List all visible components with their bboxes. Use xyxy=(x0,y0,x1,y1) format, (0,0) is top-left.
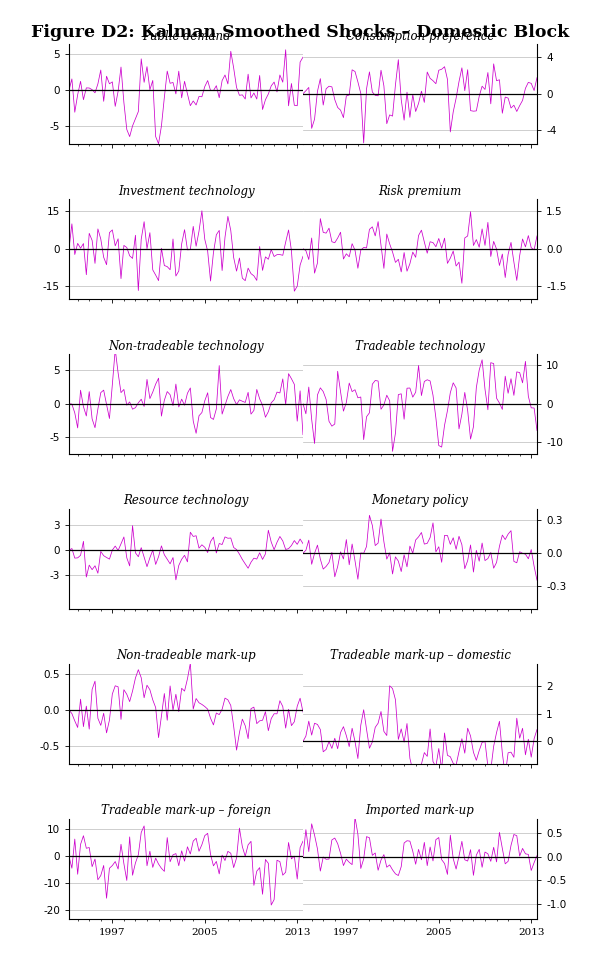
Title: Monetary policy: Monetary policy xyxy=(371,495,469,507)
Title: Imported mark-up: Imported mark-up xyxy=(365,805,475,817)
Title: Consumption preference: Consumption preference xyxy=(346,29,494,43)
Title: Risk premium: Risk premium xyxy=(379,185,461,197)
Title: Non-tradeable technology: Non-tradeable technology xyxy=(108,339,264,353)
Title: Tradeable mark-up – foreign: Tradeable mark-up – foreign xyxy=(101,805,271,817)
Title: Public demand: Public demand xyxy=(142,29,230,43)
Text: Figure D2: Kalman Smoothed Shocks – Domestic Block: Figure D2: Kalman Smoothed Shocks – Dome… xyxy=(31,24,569,41)
Title: Non-tradeable mark-up: Non-tradeable mark-up xyxy=(116,649,256,663)
Title: Investment technology: Investment technology xyxy=(118,185,254,197)
Title: Tradeable technology: Tradeable technology xyxy=(355,339,485,353)
Title: Resource technology: Resource technology xyxy=(124,495,248,507)
Title: Tradeable mark-up – domestic: Tradeable mark-up – domestic xyxy=(329,649,511,663)
